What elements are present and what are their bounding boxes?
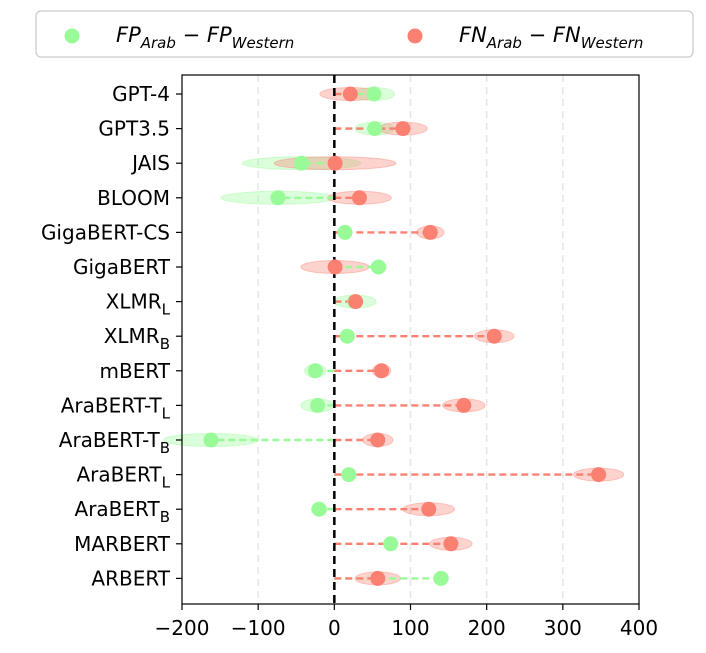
text-part: BLOOM (97, 186, 170, 210)
text-part: FN (459, 23, 487, 47)
data-point (310, 397, 326, 413)
data-point (327, 155, 343, 171)
text-part: − (176, 23, 207, 47)
y-axis: GPT-4 GPT3.5 JAIS BLOOM GigaBERT-CS GigaBERT X… (41, 82, 182, 590)
legend-label: FPArab​ − FPWestern​ (116, 23, 294, 52)
text-part: AraBERT (75, 497, 161, 521)
y-tick-label: AraBERTL​ (76, 463, 170, 492)
data-point (270, 190, 286, 206)
data-point (339, 328, 355, 344)
text-part: XLMR (104, 324, 160, 348)
data-point (337, 224, 353, 240)
text-part: AraBERT (76, 463, 162, 487)
text-part: mBERT (100, 359, 171, 383)
legend-box (35, 10, 694, 58)
subscript: L (162, 301, 171, 319)
subscript: L (162, 404, 171, 422)
grid-lines (257, 75, 564, 604)
subscript: B (160, 335, 170, 353)
data-point (371, 259, 387, 275)
text-part: − (522, 23, 553, 47)
text-part: FN (553, 23, 581, 47)
x-axis: −200 −100 0 100 200 300 400 (155, 604, 658, 640)
legend-label: FNArab​ − FNWestern​ (459, 23, 643, 52)
data-point (341, 467, 357, 483)
data-point (456, 397, 472, 413)
data-point (374, 363, 390, 379)
subscript: Arab (486, 34, 522, 52)
text-part: AraBERT-T (59, 428, 161, 452)
data-point (421, 501, 437, 517)
y-tick-label: AraBERTB​ (75, 497, 170, 526)
data-point (370, 570, 386, 586)
data-point (486, 328, 502, 344)
y-tick-label: GigaBERT (73, 255, 171, 279)
data-point (370, 432, 386, 448)
text-part: GPT-4 (112, 82, 170, 106)
legend-marker (407, 28, 423, 44)
x-tick-label: 200 (468, 616, 506, 640)
data-point (311, 501, 327, 517)
y-tick-label: ARBERT (91, 566, 170, 590)
x-tick-label: −200 (155, 616, 210, 640)
y-tick-label: GigaBERT-CS (41, 220, 170, 244)
data-point (203, 432, 219, 448)
legend: FPArab​ − FPWestern​ FNArab​ − FNWestern​ (35, 10, 694, 58)
text-part: GigaBERT-CS (41, 220, 170, 244)
y-tick-label: GPT3.5 (98, 117, 170, 141)
text-part: MARBERT (74, 532, 171, 556)
data-point (342, 86, 358, 102)
data-point (383, 536, 399, 552)
data-point (591, 467, 607, 483)
text-part: JAIS (130, 151, 170, 175)
y-tick-label: MARBERT (74, 532, 171, 556)
data-point (395, 121, 411, 137)
x-tick-label: 400 (620, 616, 658, 640)
subscript: L (162, 474, 171, 492)
data-point (307, 363, 323, 379)
text-part: AraBERT-T (61, 393, 163, 417)
subscript: Arab (140, 34, 176, 52)
y-tick-label: XLMRB​ (104, 324, 170, 353)
data-point (294, 155, 310, 171)
y-tick-label: AraBERT-TL​ (61, 393, 171, 422)
text-part: GigaBERT (73, 255, 171, 279)
data-point (366, 86, 382, 102)
x-tick-label: −100 (231, 616, 286, 640)
y-tick-label: AraBERT-TB​ (59, 428, 170, 457)
x-tick-label: 0 (328, 616, 341, 640)
data-point (348, 294, 364, 310)
y-tick-label: BLOOM (97, 186, 170, 210)
text-part: FP (116, 23, 141, 47)
text-part: XLMR (106, 290, 162, 314)
data-point (327, 259, 343, 275)
text-part: FP (207, 23, 232, 47)
y-tick-label: GPT-4 (112, 82, 170, 106)
data-point (367, 121, 383, 137)
subscript: Western (232, 34, 295, 52)
data-point (351, 190, 367, 206)
data-point (433, 570, 449, 586)
text-part: ARBERT (91, 566, 170, 590)
data-points (203, 86, 607, 586)
data-point (443, 536, 459, 552)
x-tick-label: 100 (391, 616, 429, 640)
y-tick-label: XLMRL​ (106, 290, 171, 319)
y-tick-label: JAIS (130, 151, 170, 175)
legend-marker (64, 28, 80, 44)
subscript: Western (581, 34, 644, 52)
data-point (422, 224, 438, 240)
subscript: B (160, 439, 170, 457)
y-tick-label: mBERT (100, 359, 171, 383)
subscript: B (160, 508, 170, 526)
x-tick-label: 300 (544, 616, 582, 640)
text-part: GPT3.5 (98, 117, 170, 141)
